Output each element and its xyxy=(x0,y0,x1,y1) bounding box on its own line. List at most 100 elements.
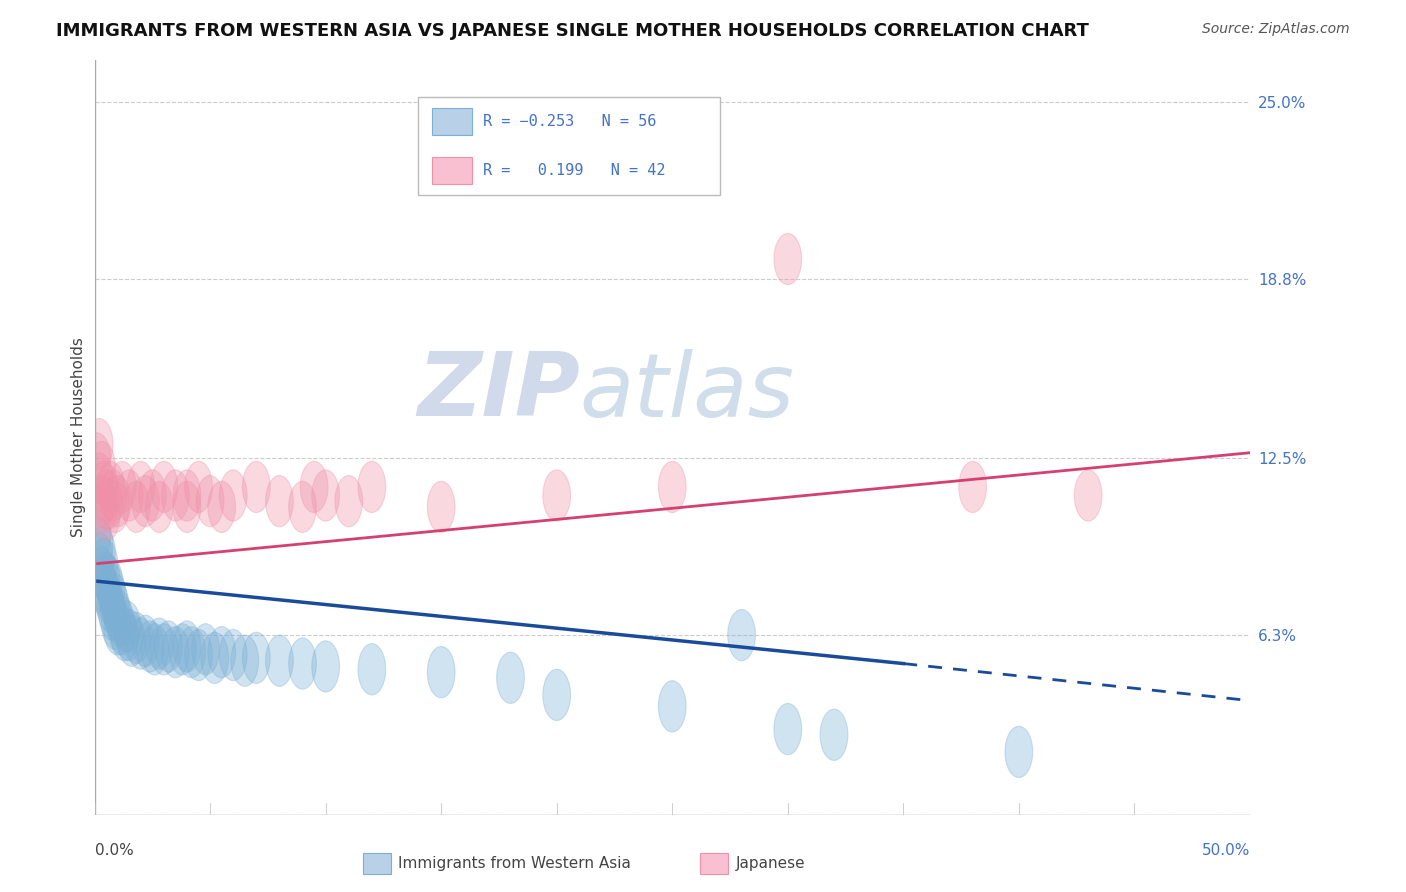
Ellipse shape xyxy=(335,475,363,527)
Ellipse shape xyxy=(101,482,129,533)
Ellipse shape xyxy=(127,461,155,513)
Ellipse shape xyxy=(173,621,201,672)
Ellipse shape xyxy=(162,626,190,678)
Ellipse shape xyxy=(658,461,686,513)
Ellipse shape xyxy=(359,644,385,695)
Ellipse shape xyxy=(115,470,143,521)
Ellipse shape xyxy=(105,595,134,647)
Ellipse shape xyxy=(97,564,125,615)
Ellipse shape xyxy=(94,478,122,530)
Ellipse shape xyxy=(173,470,201,521)
Ellipse shape xyxy=(100,470,127,521)
Ellipse shape xyxy=(108,461,136,513)
Ellipse shape xyxy=(312,470,339,521)
Ellipse shape xyxy=(197,475,224,527)
Ellipse shape xyxy=(93,470,120,521)
Ellipse shape xyxy=(201,632,229,683)
Ellipse shape xyxy=(496,652,524,704)
Text: Immigrants from Western Asia: Immigrants from Western Asia xyxy=(398,856,631,871)
Ellipse shape xyxy=(427,482,456,533)
Ellipse shape xyxy=(87,442,115,492)
Ellipse shape xyxy=(104,475,132,527)
Ellipse shape xyxy=(87,475,115,527)
Ellipse shape xyxy=(97,461,125,513)
Ellipse shape xyxy=(86,418,112,470)
Ellipse shape xyxy=(219,630,247,681)
Ellipse shape xyxy=(83,433,111,484)
Ellipse shape xyxy=(104,604,132,655)
Ellipse shape xyxy=(100,573,127,624)
Ellipse shape xyxy=(93,552,120,604)
Text: 50.0%: 50.0% xyxy=(1202,843,1250,858)
Ellipse shape xyxy=(87,527,115,578)
Ellipse shape xyxy=(86,518,112,570)
Ellipse shape xyxy=(208,482,236,533)
Text: Source: ZipAtlas.com: Source: ZipAtlas.com xyxy=(1202,22,1350,37)
Ellipse shape xyxy=(191,624,219,675)
Ellipse shape xyxy=(141,624,169,675)
Ellipse shape xyxy=(543,470,571,521)
Ellipse shape xyxy=(118,615,145,666)
Text: ZIP: ZIP xyxy=(418,348,579,435)
Ellipse shape xyxy=(177,626,205,678)
Ellipse shape xyxy=(97,581,125,632)
Ellipse shape xyxy=(87,547,115,598)
Ellipse shape xyxy=(266,635,294,686)
Ellipse shape xyxy=(208,626,236,678)
Ellipse shape xyxy=(100,590,127,640)
Ellipse shape xyxy=(312,640,339,692)
Ellipse shape xyxy=(1074,470,1102,521)
Ellipse shape xyxy=(150,624,177,675)
Ellipse shape xyxy=(728,609,755,661)
Ellipse shape xyxy=(86,533,112,583)
Ellipse shape xyxy=(90,482,118,533)
Ellipse shape xyxy=(155,621,183,672)
Ellipse shape xyxy=(93,566,120,618)
Ellipse shape xyxy=(658,681,686,732)
Text: Japanese: Japanese xyxy=(735,856,806,871)
Text: atlas: atlas xyxy=(579,349,794,434)
Ellipse shape xyxy=(219,470,247,521)
Ellipse shape xyxy=(427,647,456,698)
Ellipse shape xyxy=(173,482,201,533)
Ellipse shape xyxy=(301,461,328,513)
Ellipse shape xyxy=(169,624,197,675)
Ellipse shape xyxy=(122,482,150,533)
Ellipse shape xyxy=(90,538,118,590)
Text: IMMIGRANTS FROM WESTERN ASIA VS JAPANESE SINGLE MOTHER HOUSEHOLDS CORRELATION CH: IMMIGRANTS FROM WESTERN ASIA VS JAPANESE… xyxy=(56,22,1090,40)
Ellipse shape xyxy=(359,461,385,513)
Text: R =   0.199   N = 42: R = 0.199 N = 42 xyxy=(482,163,665,178)
Ellipse shape xyxy=(288,482,316,533)
Ellipse shape xyxy=(184,630,212,681)
Ellipse shape xyxy=(145,482,173,533)
Ellipse shape xyxy=(86,453,112,504)
Ellipse shape xyxy=(266,475,294,527)
Ellipse shape xyxy=(83,509,111,561)
Ellipse shape xyxy=(111,609,138,661)
Ellipse shape xyxy=(127,618,155,669)
Ellipse shape xyxy=(242,632,270,683)
Ellipse shape xyxy=(101,598,129,649)
Ellipse shape xyxy=(288,638,316,690)
Ellipse shape xyxy=(543,669,571,721)
Ellipse shape xyxy=(101,581,129,632)
Text: R = −0.253   N = 56: R = −0.253 N = 56 xyxy=(482,114,657,129)
Ellipse shape xyxy=(112,601,141,652)
Ellipse shape xyxy=(820,709,848,761)
Ellipse shape xyxy=(108,604,136,655)
Ellipse shape xyxy=(162,470,190,521)
Ellipse shape xyxy=(145,618,173,669)
Ellipse shape xyxy=(773,704,801,755)
Ellipse shape xyxy=(136,621,165,672)
Ellipse shape xyxy=(90,461,118,513)
Ellipse shape xyxy=(94,573,122,624)
Y-axis label: Single Mother Households: Single Mother Households xyxy=(72,337,86,537)
Ellipse shape xyxy=(104,590,132,640)
Ellipse shape xyxy=(231,635,259,686)
Ellipse shape xyxy=(93,490,120,541)
Ellipse shape xyxy=(94,556,122,607)
Text: 0.0%: 0.0% xyxy=(94,843,134,858)
Ellipse shape xyxy=(773,234,801,285)
Ellipse shape xyxy=(132,615,159,666)
Ellipse shape xyxy=(122,612,150,664)
